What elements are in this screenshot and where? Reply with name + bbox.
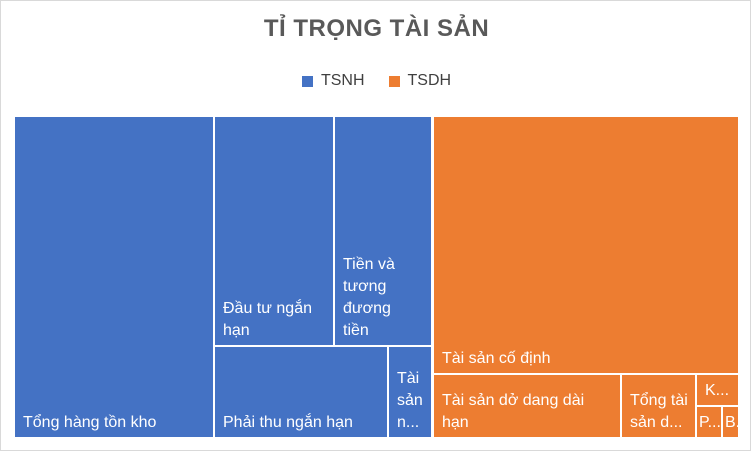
legend-item-tsnh: TSNH bbox=[301, 72, 365, 90]
treemap-label-k: K... bbox=[705, 382, 729, 399]
treemap-label-b: B... bbox=[725, 414, 749, 431]
treemap-tile-dau-tu-ngan-han: Đầu tư ngắn hạnĐầu tư ngắn hạn bbox=[215, 117, 333, 345]
treemap-rect-tong-hang-ton-kho bbox=[15, 117, 213, 437]
legend-item-tsdh: TSDH bbox=[388, 72, 452, 90]
treemap-tile-tong-hang-ton-kho: Tổng hàng tồn khoTổng hàng tồn kho bbox=[15, 117, 213, 437]
treemap-tile-p: P...P... bbox=[697, 407, 721, 437]
treemap-label-dau-tu-ngan-han: Đầu tư ngắn hạn bbox=[223, 298, 312, 339]
treemap-rect-k bbox=[697, 375, 738, 405]
treemap-label-phai-thu-ngan-han: Phải thu ngắn hạn bbox=[223, 412, 353, 431]
treemap-rect-dau-tu-ngan-han bbox=[215, 117, 333, 345]
treemap-tile-tong-tai-san-d: Tổng tài sản d...Tổng tài sản d... bbox=[622, 375, 695, 437]
treemap-label-tien-va-tuong-duong-tien: Tiền và tương đương tiền bbox=[343, 256, 395, 339]
treemap-label-tai-san-do-dang-dai-han: Tài sản dở dang dài hạn bbox=[442, 392, 584, 431]
treemap-tile-k: K...K... bbox=[697, 375, 738, 405]
treemap-rect-phai-thu-ngan-han bbox=[215, 347, 387, 437]
treemap-label-p: P... bbox=[699, 414, 721, 431]
treemap-rect-tai-san-n bbox=[389, 347, 431, 437]
treemap-rect-p bbox=[697, 407, 721, 437]
treemap-rect-tai-san-co-dinh bbox=[434, 117, 738, 373]
legend-label-tsdh: TSDH bbox=[407, 72, 452, 89]
treemap-label-tong-hang-ton-kho: Tổng hàng tồn kho bbox=[23, 413, 157, 431]
treemap-tile-tien-va-tuong-duong-tien: Tiền và tương đương tiềnTiền và tương đươn… bbox=[335, 117, 431, 345]
chart-title: TỈ TRỌNG TÀI SẢN bbox=[263, 15, 490, 42]
legend-swatch-tsnh bbox=[301, 75, 313, 87]
treemap-rect-b bbox=[723, 407, 738, 437]
treemap-rect-tien-va-tuong-duong-tien bbox=[335, 117, 431, 345]
treemap-tile-tai-san-n: Tài sản n...Tài sản n... bbox=[389, 347, 431, 437]
legend-label-tsnh: TSNH bbox=[320, 72, 365, 89]
treemap-tile-b: B... B... bbox=[723, 407, 749, 437]
treemap-rect-tong-tai-san-d bbox=[622, 375, 695, 437]
treemap-label-tong-tai-san-d: Tổng tài sản d... bbox=[630, 391, 688, 431]
treemap-tile-phai-thu-ngan-han: Phải thu ngắn hạnPhải thu ngắn hạn bbox=[215, 347, 387, 437]
legend: TSNH TSDH bbox=[1, 72, 751, 90]
legend-swatch-tsdh bbox=[388, 75, 400, 87]
treemap-rect-tai-san-do-dang-dai-han bbox=[434, 375, 620, 437]
treemap-label-tai-san-co-dinh: Tài sản cố định bbox=[442, 350, 551, 367]
treemap-label-tai-san-n: Tài sản n... bbox=[397, 370, 423, 431]
